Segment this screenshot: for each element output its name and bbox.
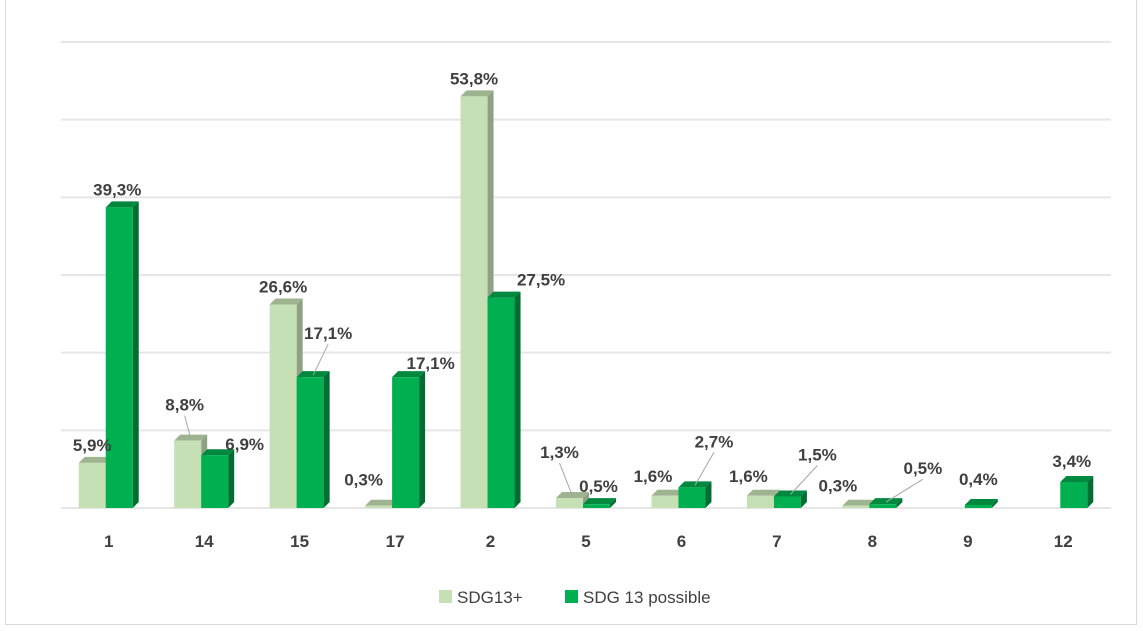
- x-tick-label: 5: [581, 532, 590, 551]
- gridlines: [61, 41, 1111, 509]
- bar-sdg13plus-14: [174, 434, 208, 508]
- data-label: 1,3%: [540, 443, 579, 462]
- bar-sdg13-possible-2: [487, 291, 521, 508]
- data-label: 0,5%: [579, 477, 618, 496]
- bars: [78, 90, 1094, 509]
- data-label: 1,6%: [634, 467, 673, 486]
- bar-sdg13-possible-8: [869, 498, 903, 508]
- data-label: 27,5%: [517, 271, 565, 290]
- data-labels: 5,9% 39,3% 8,8% 6,9% 26,6% 17,1% 0,3% 17,1% 53,8…: [73, 69, 1091, 503]
- data-label: 17,1%: [406, 354, 454, 373]
- data-label: 5,9%: [73, 436, 112, 455]
- data-label-leader: [790, 465, 818, 495]
- data-label: 53,8%: [450, 69, 498, 88]
- data-label-leader: [885, 478, 924, 503]
- bar-sdg13-possible-7: [773, 490, 807, 508]
- legend: SDG13+ SDG 13 possible: [439, 588, 711, 607]
- x-tick-label: 15: [290, 532, 309, 551]
- data-label: 0,5%: [903, 459, 942, 478]
- data-label-leader: [312, 343, 329, 376]
- data-label: 0,3%: [344, 471, 383, 490]
- x-tick-label: 14: [195, 532, 214, 551]
- data-label: 1,5%: [798, 446, 837, 465]
- legend-swatch-sdg13-possible: [565, 590, 578, 603]
- x-tick-label: 8: [868, 532, 877, 551]
- bar-chart: 5,9% 39,3% 8,8% 6,9% 26,6% 17,1% 0,3% 17,1% 53,8…: [61, 41, 1111, 607]
- bar-sdg13-possible-17: [392, 371, 426, 508]
- legend-swatch-sdg13plus: [439, 590, 452, 603]
- data-label: 0,3%: [818, 477, 857, 496]
- x-tick-label: 9: [963, 532, 972, 551]
- bar-sdg13-possible-1: [105, 201, 139, 508]
- bar-sdg13-possible-9: [964, 498, 998, 508]
- data-label: 2,7%: [695, 432, 734, 451]
- bar-sdg13-possible-15: [296, 371, 330, 508]
- bar-sdg13-possible-5: [583, 498, 616, 508]
- bar-sdg13-possible-14: [201, 449, 235, 508]
- x-tick-label: 17: [386, 532, 405, 551]
- data-label-leader: [694, 452, 715, 486]
- data-label: 17,1%: [304, 324, 352, 343]
- data-label: 26,6%: [259, 278, 307, 297]
- data-label-leader: [559, 462, 573, 497]
- data-label: 3,4%: [1052, 452, 1091, 471]
- x-tick-label: 1: [104, 532, 113, 551]
- x-axis-ticks: 1 14 15 17 2 5 6 7 8 9 12: [104, 532, 1073, 551]
- chart-frame: 5,9% 39,3% 8,8% 6,9% 26,6% 17,1% 0,3% 17,1% 53,8…: [5, 0, 1137, 625]
- data-label: 0,4%: [959, 470, 998, 489]
- x-tick-label: 12: [1054, 532, 1073, 551]
- legend-label-sdg13plus: SDG13+: [457, 588, 523, 607]
- legend-label-sdg13-possible: SDG 13 possible: [583, 588, 711, 607]
- bar-sdg13-possible-6: [678, 481, 712, 508]
- data-label: 6,9%: [225, 435, 264, 454]
- x-tick-label: 2: [486, 532, 495, 551]
- bar-sdg13-possible-12: [1060, 475, 1094, 508]
- data-label: 8,8%: [165, 396, 204, 415]
- data-label: 39,3%: [93, 180, 141, 199]
- x-tick-label: 6: [677, 532, 686, 551]
- data-label-leader: [184, 415, 192, 439]
- x-tick-label: 7: [772, 532, 781, 551]
- data-label: 1,6%: [729, 467, 768, 486]
